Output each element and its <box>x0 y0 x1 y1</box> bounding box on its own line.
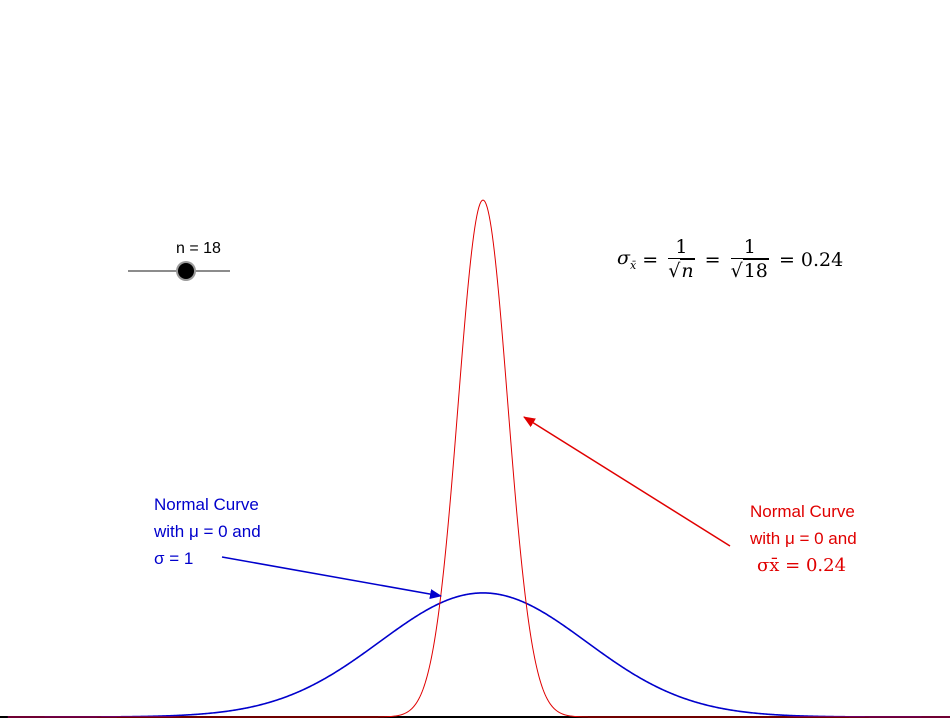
equals-sign-3: = <box>778 248 795 271</box>
fraction-general: 1 √n <box>668 236 695 283</box>
fraction-numeric-numerator: 1 <box>730 236 769 259</box>
sqrt-sign-1: √ <box>668 260 681 282</box>
n-value: 18 <box>742 259 769 282</box>
slider-knob[interactable] <box>178 263 194 279</box>
n-symbol: n <box>680 259 695 282</box>
red-annotation-line-2: with μ = 0 and <box>750 529 857 548</box>
fraction-general-denominator: √n <box>668 259 695 283</box>
red-annotation-arrow <box>523 416 731 547</box>
n-slider[interactable]: n = 18 <box>128 238 230 282</box>
fraction-general-numerator: 1 <box>668 236 695 259</box>
standard-error-formula: σx̄ = 1 √n = 1 √18 = 0.24 <box>617 236 843 292</box>
formula-result: 0.24 <box>800 248 844 271</box>
sqrt-sign-2: √ <box>730 260 743 282</box>
sigma-xbar-symbol: σx̄ <box>617 247 637 272</box>
blue-annotation-line-2: with μ = 0 and <box>154 522 261 541</box>
blue-annotation-line-3: σ = 1 <box>154 549 194 568</box>
blue-annotation-line-1: Normal Curve <box>154 495 259 514</box>
fraction-numeric-denominator: √18 <box>731 259 769 283</box>
red-annotation-line-3: σx̄ = 0.24 <box>757 555 847 576</box>
sampling-distribution-curve <box>7 199 950 718</box>
fraction-numeric: 1 √18 <box>730 236 769 283</box>
equals-sign-1: = <box>642 248 659 271</box>
red-annotation-line-1: Normal Curve <box>750 502 855 521</box>
blue-annotation: Normal Curve with μ = 0 and σ = 1 <box>154 491 261 572</box>
red-annotation: Normal Curve with μ = 0 and σx̄ = 0.24 <box>750 498 857 579</box>
slider-label: n = 18 <box>176 240 221 257</box>
equals-sign-2: = <box>704 248 721 271</box>
standard-normal-curve <box>7 592 950 718</box>
blue-annotation-arrow <box>221 556 442 599</box>
